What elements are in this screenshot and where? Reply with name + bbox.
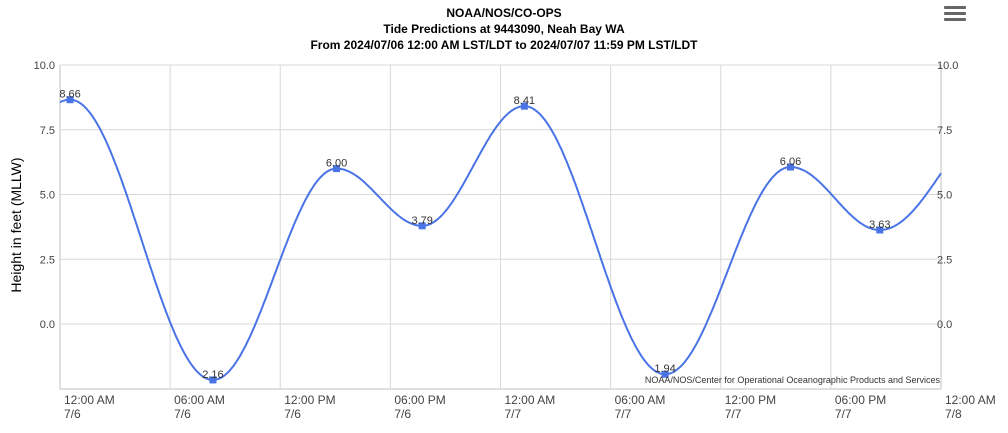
data-label: 8.66 [59,89,80,101]
tide-extreme-marker [520,102,528,110]
x-tick-label: 12:00 AM [505,393,556,407]
tide-extreme-marker [418,222,426,230]
tide-extreme-marker [661,370,669,378]
y-axis-label: Height in feet (MLLW) [8,157,24,292]
y-tick-label-right: 0.0 [937,319,952,331]
x-tick-date-label: 7/7 [615,407,632,421]
y-tick-label-left: 0.0 [40,319,55,331]
x-tick-date-label: 7/6 [394,407,411,421]
tide-extreme-marker [66,96,74,104]
data-label: 2.16 [202,369,223,381]
x-tick-date-label: 7/7 [835,407,852,421]
x-tick-date-label: 7/6 [174,407,191,421]
x-tick-label: 12:00 AM [945,393,996,407]
data-label: 1.94 [654,363,675,375]
hamburger-menu-icon[interactable] [944,6,966,24]
x-tick-date-label: 7/6 [64,407,81,421]
y-tick-label-left: 2.5 [40,254,55,266]
x-tick-date-label: 7/7 [505,407,522,421]
x-tick-date-label: 7/7 [725,407,742,421]
x-tick-label: 06:00 AM [174,393,225,407]
data-label: 6.06 [780,156,801,168]
x-tick-label: 06:00 PM [394,393,445,407]
tide-extreme-marker [786,163,794,171]
y-tick-label-left: 5.0 [40,190,55,202]
y-tick-label-right: 2.5 [937,254,952,266]
x-tick-label: 12:00 AM [64,393,115,407]
chart-title: NOAA/NOS/CO-OPS [446,6,562,20]
data-label: 3.63 [869,219,890,231]
y-tick-label-right: 7.5 [937,125,952,137]
x-tick-label: 12:00 PM [725,393,776,407]
x-tick-date-label: 7/8 [945,407,962,421]
credits-text: NOAA/NOS/Center for Operational Oceanogr… [645,375,941,385]
y-tick-label-left: 7.5 [40,125,55,137]
x-tick-label: 06:00 AM [615,393,666,407]
tide-extreme-marker [209,376,217,384]
y-tick-label-right: 10.0 [937,60,958,72]
data-label: 8.41 [514,95,535,107]
data-label: 3.79 [411,215,432,227]
y-tick-label-right: 5.0 [937,190,952,202]
x-tick-date-label: 7/6 [284,407,301,421]
tide-extreme-marker [876,226,884,234]
chart-subtitle-station: Tide Predictions at 9443090, Neah Bay WA [383,22,625,36]
data-label: 6.00 [326,158,347,170]
x-tick-label: 12:00 PM [284,393,335,407]
chart-subtitle-range: From 2024/07/06 12:00 AM LST/LDT to 2024… [310,38,698,52]
y-tick-label-left: 10.0 [34,60,55,72]
tide-extreme-marker [333,165,341,173]
x-tick-label: 06:00 PM [835,393,886,407]
